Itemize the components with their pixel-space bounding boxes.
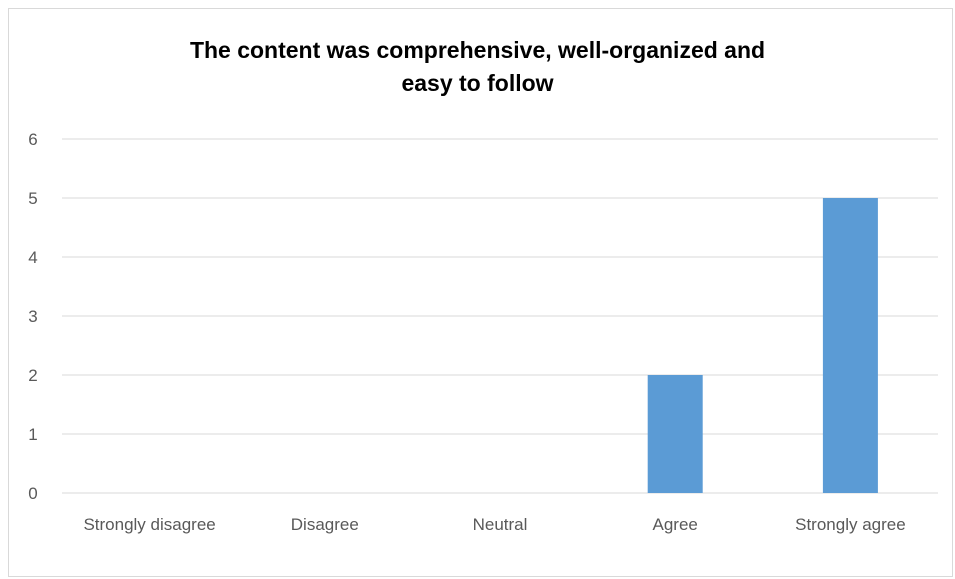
y-tick-label: 5 <box>28 189 37 208</box>
bar-strongly-agree <box>822 198 878 493</box>
y-tick-label: 6 <box>28 130 37 149</box>
x-axis-ticks: Strongly disagree Disagree Neutral Agree Str… <box>83 515 905 534</box>
y-tick-label: 1 <box>28 425 37 444</box>
chart-title: The content was comprehensive, well-orga… <box>0 34 955 101</box>
bar-agree <box>647 375 703 493</box>
y-tick-label: 0 <box>28 484 37 503</box>
x-tick-label: Strongly disagree <box>83 515 215 534</box>
bars <box>647 198 878 493</box>
y-tick-label: 4 <box>28 248 37 267</box>
x-tick-label: Disagree <box>291 515 359 534</box>
y-tick-label: 2 <box>28 366 37 385</box>
x-tick-label: Neutral <box>473 515 528 534</box>
chart-title-line-1: The content was comprehensive, well-orga… <box>189 37 766 63</box>
gridlines <box>62 138 938 494</box>
x-tick-label: Strongly agree <box>795 515 906 534</box>
y-axis-ticks: 0 1 2 3 4 5 6 <box>28 130 37 503</box>
chart-title-line-2: easy to follow <box>401 70 554 97</box>
chart-frame <box>8 8 953 577</box>
y-tick-label: 3 <box>28 307 37 326</box>
x-tick-label: Agree <box>653 515 698 534</box>
